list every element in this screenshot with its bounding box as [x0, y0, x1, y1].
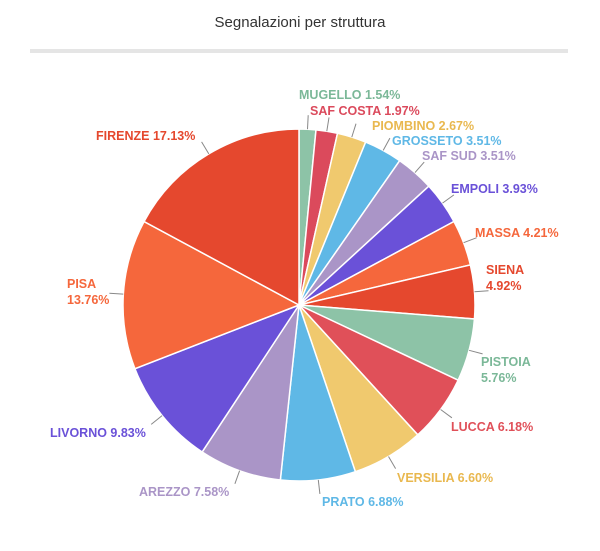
leader-line-saf-costa [327, 117, 329, 131]
slice-label-piombino: PIOMBINO 2.67% [372, 119, 474, 133]
slice-label-percent: 13.76% [67, 293, 109, 307]
slice-label-saf-sud: SAF SUD 3.51% [422, 149, 516, 163]
slice-label-percent: 5.76% [481, 371, 516, 385]
slice-label-siena: SIENA 4.92% [486, 263, 524, 293]
slice-label-lucca: LUCCA 6.18% [451, 420, 533, 434]
leader-line-livorno [151, 416, 162, 425]
leader-line-pisa [109, 293, 123, 294]
slice-label-firenze: FIRENZE 17.13% [96, 129, 195, 143]
slice-label-pistoia: PISTOIA 5.76% [481, 355, 531, 385]
slice-label-livorno: LIVORNO 9.83% [50, 426, 146, 440]
slice-label-saf-costa: SAF COSTA 1.97% [310, 104, 420, 118]
slice-label-empoli: EMPOLI 3.93% [451, 182, 538, 196]
leader-line-mugello [308, 115, 309, 129]
leader-line-saf-sud [415, 162, 424, 173]
slice-label-prato: PRATO 6.88% [322, 495, 404, 509]
leader-line-empoli [443, 195, 454, 203]
slice-label-versilia: VERSILIA 6.60% [397, 471, 493, 485]
slice-label-name: PISA [67, 277, 96, 291]
slice-label-name: SIENA [486, 263, 524, 277]
leader-line-piombino [352, 124, 356, 137]
leader-line-firenze [202, 142, 209, 154]
leader-line-prato [318, 480, 320, 494]
slice-label-arezzo: AREZZO 7.58% [139, 485, 229, 499]
leader-line-grosseto [383, 138, 390, 150]
slice-label-grosseto: GROSSETO 3.51% [392, 134, 502, 148]
leader-line-pistoia [469, 350, 483, 354]
leader-line-lucca [441, 410, 452, 418]
leader-line-versilia [389, 457, 396, 469]
slice-label-mugello: MUGELLO 1.54% [299, 88, 400, 102]
leader-line-arezzo [235, 471, 240, 484]
slice-label-name: PISTOIA [481, 355, 531, 369]
slice-label-pisa: PISA 13.76% [67, 277, 109, 307]
slice-label-percent: 4.92% [486, 279, 521, 293]
slice-label-massa: MASSA 4.21% [475, 226, 559, 240]
